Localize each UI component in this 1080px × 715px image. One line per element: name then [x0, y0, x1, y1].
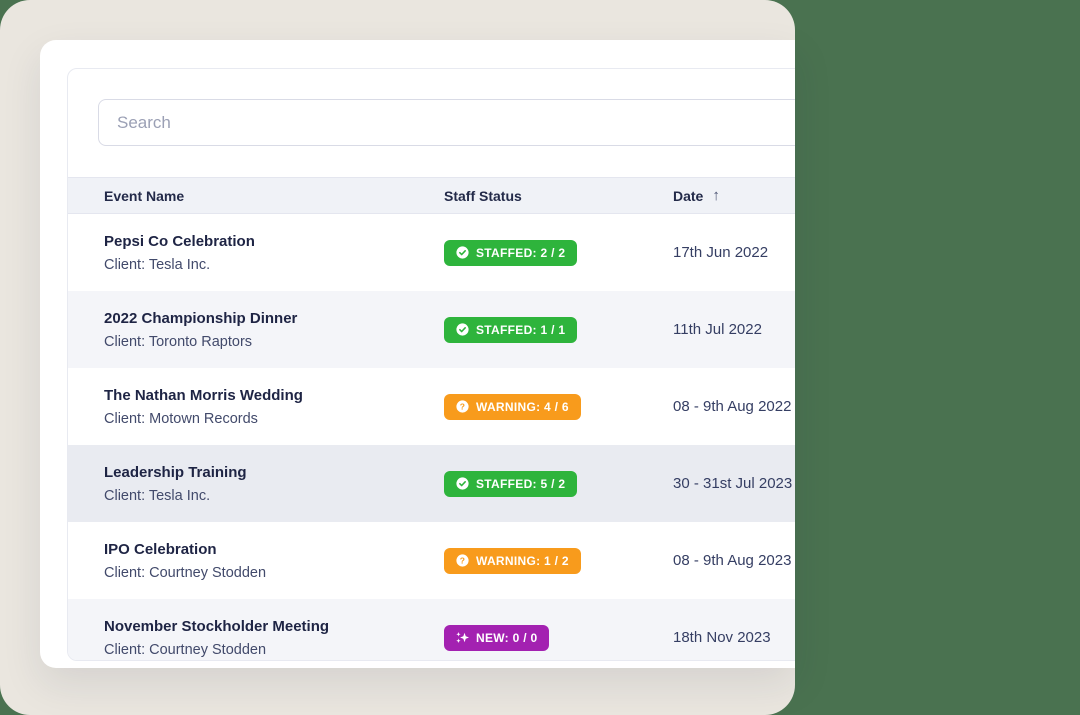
table-row[interactable]: November Stockholder Meeting Client: Cou… [68, 599, 795, 660]
check-circle-icon [456, 323, 469, 336]
check-circle-icon [456, 246, 469, 259]
status-badge: ? NEW: 0 / 0 [444, 624, 550, 651]
table-row[interactable]: Leadership Training Client: Tesla Inc. ? [68, 445, 795, 522]
status-badge: ? STAFFED: 5 / 2 [444, 470, 578, 497]
event-cell: Pepsi Co Celebration Client: Tesla Inc. [104, 233, 444, 273]
column-header-label: Date [673, 187, 704, 204]
event-date: 11th Jul 2022 [673, 320, 762, 338]
event-cell: November Stockholder Meeting Client: Cou… [104, 618, 444, 658]
event-client: Client: Tesla Inc. [104, 487, 211, 504]
event-cell: Leadership Training Client: Tesla Inc. [104, 464, 444, 504]
date-cell: 18th Nov 2023 [673, 629, 795, 647]
date-cell: 08 - 9th Aug 2023 [673, 552, 795, 570]
column-header-date[interactable]: Date ↑ [673, 187, 795, 204]
search-input[interactable] [98, 99, 795, 146]
badge-label: WARNING: 4 / 6 [476, 399, 569, 414]
table-row[interactable]: Pepsi Co Celebration Client: Tesla Inc. … [68, 214, 795, 291]
badge-label: NEW: 0 / 0 [476, 630, 538, 645]
status-badge: ? WARNING: 1 / 2 [444, 547, 581, 574]
event-cell: IPO Celebration Client: Courtney Stodden [104, 541, 444, 581]
event-date: 08 - 9th Aug 2023 [673, 551, 792, 569]
sort-ascending-icon[interactable]: ↑ [712, 187, 720, 204]
staff-status-cell: ? STAFFED: 5 / 2 [444, 470, 673, 497]
event-client: Client: Tesla Inc. [104, 256, 211, 273]
date-cell: 30 - 31st Jul 2023 [673, 475, 795, 493]
event-client: Client: Motown Records [104, 410, 258, 427]
column-header-label: Staff Status [444, 187, 522, 204]
question-circle-icon: ? [456, 400, 469, 413]
sparkles-icon [456, 631, 469, 644]
event-name: 2022 Championship Dinner [104, 309, 298, 327]
events-card: Event Name Staff Status Date ↑ Pepsi Co … [40, 40, 795, 668]
table-body: Pepsi Co Celebration Client: Tesla Inc. … [68, 214, 795, 660]
badge-label: STAFFED: 1 / 1 [476, 322, 566, 337]
event-date: 30 - 31st Jul 2023 [673, 474, 793, 492]
event-date: 17th Jun 2022 [673, 243, 769, 261]
event-date: 08 - 9th Aug 2022 [673, 397, 792, 415]
table-row[interactable]: IPO Celebration Client: Courtney Stodden… [68, 522, 795, 599]
question-circle-icon: ? [456, 554, 469, 567]
events-table-container: Event Name Staff Status Date ↑ Pepsi Co … [67, 68, 795, 661]
date-cell: 17th Jun 2022 [673, 244, 795, 262]
status-badge: ? WARNING: 4 / 6 [444, 393, 581, 420]
staff-status-cell: ? NEW: 0 / 0 [444, 624, 673, 651]
column-header-event-name: Event Name [104, 188, 444, 204]
table-row[interactable]: The Nathan Morris Wedding Client: Motown… [68, 368, 795, 445]
check-circle-icon [456, 477, 469, 490]
event-client: Client: Toronto Raptors [104, 333, 253, 350]
event-cell: 2022 Championship Dinner Client: Toronto… [104, 310, 444, 350]
staff-status-cell: ? WARNING: 1 / 2 [444, 547, 673, 574]
search-bar [68, 69, 795, 146]
status-badge: ? STAFFED: 2 / 2 [444, 239, 578, 266]
status-badge: ? STAFFED: 1 / 1 [444, 316, 578, 343]
date-cell: 08 - 9th Aug 2022 [673, 398, 795, 416]
event-name: IPO Celebration [104, 540, 217, 558]
column-header-label: Event Name [104, 187, 185, 204]
event-date: 18th Nov 2023 [673, 628, 771, 646]
event-cell: The Nathan Morris Wedding Client: Motown… [104, 387, 444, 427]
badge-label: WARNING: 1 / 2 [476, 553, 569, 568]
event-name: November Stockholder Meeting [104, 617, 330, 635]
event-client: Client: Courtney Stodden [104, 641, 267, 658]
svg-text:?: ? [460, 556, 465, 566]
event-name: The Nathan Morris Wedding [104, 386, 303, 404]
event-client: Client: Courtney Stodden [104, 564, 267, 581]
event-name: Leadership Training [104, 463, 247, 481]
date-cell: 11th Jul 2022 [673, 321, 795, 339]
staff-status-cell: ? STAFFED: 1 / 1 [444, 316, 673, 343]
badge-label: STAFFED: 5 / 2 [476, 476, 566, 491]
event-name: Pepsi Co Celebration [104, 232, 255, 250]
svg-text:?: ? [460, 402, 465, 412]
table-row[interactable]: 2022 Championship Dinner Client: Toronto… [68, 291, 795, 368]
staff-status-cell: ? STAFFED: 2 / 2 [444, 239, 673, 266]
staff-status-cell: ? WARNING: 4 / 6 [444, 393, 673, 420]
column-header-staff-status: Staff Status [444, 188, 673, 204]
table-header-row: Event Name Staff Status Date ↑ [68, 177, 795, 214]
badge-label: STAFFED: 2 / 2 [476, 245, 566, 260]
